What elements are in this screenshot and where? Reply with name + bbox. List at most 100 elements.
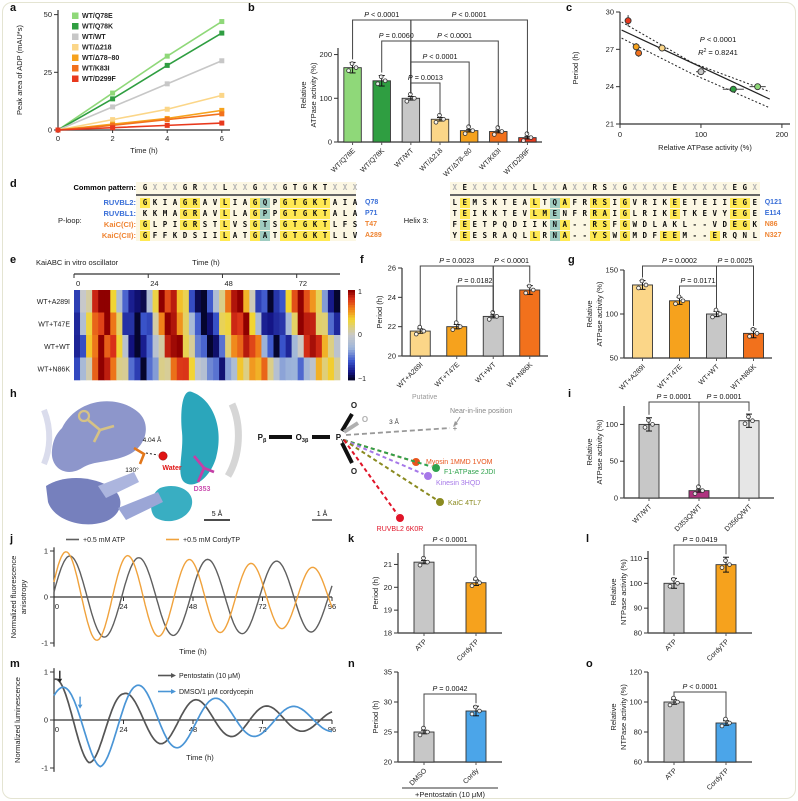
panel-e: e KaiABC in vitro oscillator Time (h) 0 24 4… [8, 254, 366, 386]
svg-text:Period (h): Period (h) [571, 51, 580, 84]
heatmap-cell [309, 290, 317, 313]
heatmap-cell [291, 290, 298, 313]
heatmap-cell [194, 290, 202, 313]
marker [110, 125, 116, 131]
bar [401, 97, 421, 143]
svg-text:Relative: Relative [585, 438, 594, 465]
residue-number: T47 [365, 221, 378, 228]
alignment-row: KaiC(CI): G L P I G R S T L V S G T S G T G K T L F S T47 [103, 219, 378, 230]
heatmap-cell [104, 335, 111, 358]
svg-text:Pβ: Pβ [258, 433, 267, 444]
heatmap-cell [315, 312, 323, 336]
heatmap-cell [134, 290, 141, 313]
heatmap-cell [219, 290, 226, 313]
heatmap-cell [98, 290, 105, 313]
panel-m: m 1 0 -1 0 24 48 72 96 Time (h) Normalized lumine… [8, 658, 342, 801]
heatmap-cell [243, 290, 250, 313]
svg-text:WT+A289I: WT+A289I [37, 299, 70, 306]
bar [632, 284, 653, 359]
marker [164, 117, 170, 123]
svg-text:Period (h): Period (h) [371, 700, 380, 733]
panel-k-label: k [348, 533, 355, 545]
heatmap-cell [273, 357, 280, 381]
oscillation-curve [53, 551, 333, 641]
svg-text:WT/Δ218: WT/Δ218 [419, 147, 445, 173]
heatmap-cell [110, 335, 117, 358]
svg-text:WT/Q78E: WT/Q78E [82, 13, 113, 20]
heatmap-cell [279, 312, 286, 336]
heatmap-cell [200, 335, 208, 358]
svg-text:ATPase activity (%): ATPase activity (%) [595, 419, 604, 484]
heatmap-cell [146, 290, 153, 313]
heatmap-cell [255, 357, 262, 381]
heatmap-cell [273, 290, 280, 313]
svg-text:21: 21 [384, 560, 392, 569]
svg-text:0: 0 [48, 126, 52, 135]
svg-text:WT/Q78E: WT/Q78E [330, 147, 357, 174]
heatmap-cell [261, 335, 268, 358]
panel-d-label: d [10, 178, 17, 190]
heatmap-cell [188, 290, 196, 313]
svg-text:+0.5 mM ATP: +0.5 mM ATP [83, 537, 125, 544]
svg-text:ATPase activity (%): ATPase activity (%) [595, 281, 604, 346]
svg-text:P = 0.0001: P = 0.0001 [657, 392, 692, 401]
heatmap-cell [164, 312, 172, 336]
heatmap-cell [116, 357, 123, 381]
svg-text:Normalized luminescence: Normalized luminescence [13, 677, 22, 763]
marker [164, 62, 170, 68]
heatmap-cell [327, 312, 335, 336]
panel-l-label: l [586, 533, 590, 545]
heatmap-cell [110, 357, 117, 381]
oscillation-curve [53, 555, 333, 638]
heatmap-cell [231, 290, 238, 313]
svg-text:21: 21 [606, 120, 614, 129]
heatmap-cell [333, 335, 341, 358]
svg-text:130°: 130° [125, 466, 139, 474]
heatmap-cell [303, 357, 311, 381]
heatmap-cell [98, 357, 105, 381]
bar [446, 326, 468, 357]
svg-text:Normalized fluorescence: Normalized fluorescence [9, 556, 18, 639]
scatter-point [754, 83, 762, 91]
heatmap-cell [158, 312, 165, 336]
heatmap-cell [170, 312, 178, 336]
heatmap-cell [213, 290, 220, 313]
heatmap-cell [86, 335, 93, 358]
heatmap-cell [243, 357, 250, 381]
svg-text:5 Å: 5 Å [212, 509, 223, 518]
marker [164, 81, 170, 87]
heatmap-cell [219, 312, 226, 336]
svg-text:72: 72 [299, 279, 307, 288]
svg-text:4.04 Å: 4.04 Å [143, 435, 162, 444]
heatmap-cell [188, 335, 196, 358]
alignment-row: T E I K K T E V L M E N F R R A I G L R I K E T K E V Y E G E E114 [452, 208, 781, 219]
svg-text:Relative ATPase activity (%): Relative ATPase activity (%) [658, 143, 752, 152]
svg-text:NTPase activity (%): NTPase activity (%) [619, 559, 628, 625]
svg-text:200: 200 [319, 50, 332, 59]
heatmap-cell [194, 335, 202, 358]
panel-i: i 0 50 100 WT/WT D353Q/WT D356Q/WT P = 0.0001 P… [560, 388, 798, 535]
svg-text:NTPase activity (%): NTPase activity (%) [619, 684, 628, 750]
residue-number: A289 [365, 232, 382, 239]
marker [219, 19, 225, 25]
marker [110, 104, 116, 110]
bar [465, 710, 487, 763]
heatmap-cell [231, 335, 238, 358]
svg-text:WT+N86K: WT+N86K [506, 361, 534, 389]
heatmap-cell [249, 335, 256, 358]
heatmap-cell [267, 357, 274, 381]
svg-text:KaiC 4TL7: KaiC 4TL7 [448, 500, 481, 507]
heatmap-cell [140, 357, 147, 381]
heatmap-cell [309, 335, 317, 358]
svg-text:P < 0.0001: P < 0.0001 [683, 682, 718, 691]
heatmap-cell [291, 335, 298, 358]
oscillation-curve [53, 678, 333, 764]
svg-text:DMSO: DMSO [409, 767, 429, 787]
svg-text:50: 50 [610, 457, 618, 466]
heatmap-cell [152, 335, 159, 358]
structure-view: 4.04 Å 130° Water D353 5 Å [41, 390, 252, 530]
residue-number: Q121 [764, 199, 782, 206]
heatmap-cell [116, 290, 123, 313]
